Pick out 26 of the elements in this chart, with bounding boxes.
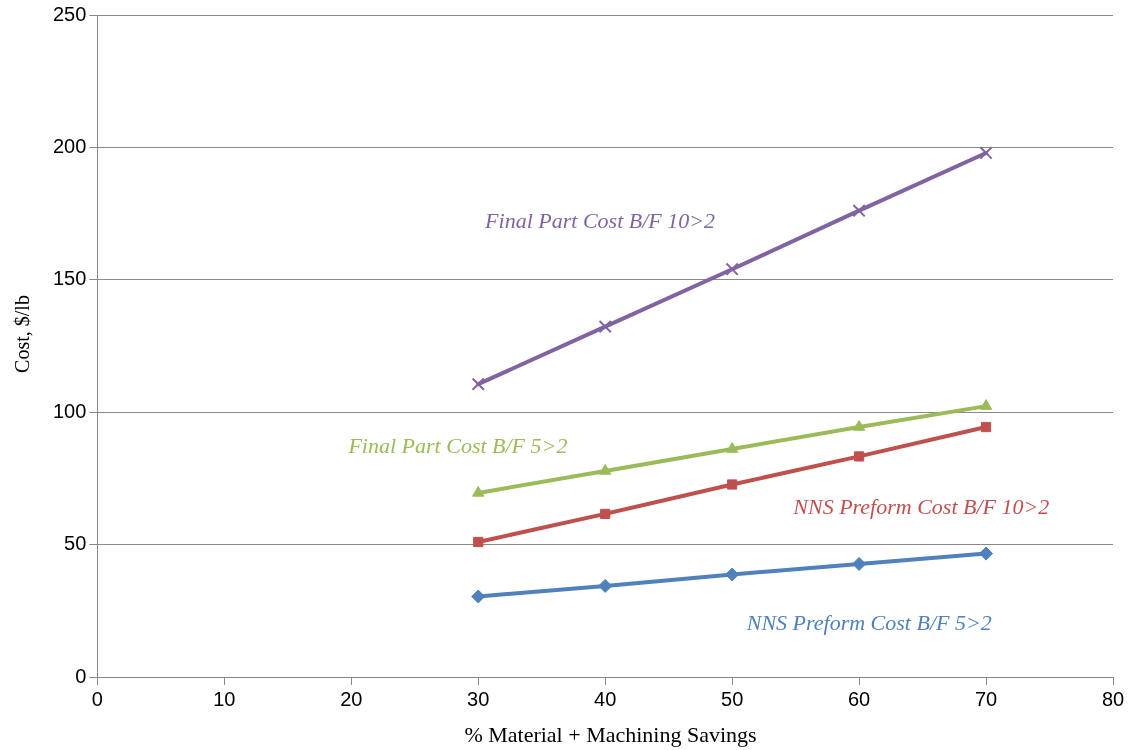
x-tick-label: 50 (721, 687, 744, 710)
x-tick-label: 30 (467, 687, 490, 710)
point (852, 204, 866, 218)
point (725, 262, 739, 276)
y-tick-label: 100 (52, 399, 87, 422)
y-tick-label: 200 (52, 134, 87, 157)
x-tick-label: 80 (1101, 687, 1125, 710)
point (598, 320, 612, 334)
x-tick-label: 20 (340, 687, 363, 710)
series-label: Final Part Cost B/F 10>2 (484, 207, 716, 233)
y-tick-label: 50 (64, 532, 87, 555)
series-label: Final Part Cost B/F 5>2 (347, 432, 568, 458)
series-label: NNS Preform Cost B/F 5>2 (745, 609, 992, 635)
point (471, 377, 485, 391)
x-tick-label: 10 (213, 687, 236, 710)
y-axis-title: Cost, $/lb (10, 295, 34, 373)
x-tick-label: 0 (91, 687, 103, 710)
x-tick-label: 60 (847, 687, 871, 710)
y-tick-label: 0 (75, 664, 87, 687)
y-tick-label: 150 (52, 267, 87, 290)
x-tick-label: 70 (974, 687, 998, 710)
y-tick-label: 250 (52, 2, 87, 25)
x-axis-title: % Material + Machining Savings (463, 722, 758, 748)
x-tick-label: 40 (594, 687, 617, 710)
point (979, 146, 993, 160)
series-label: NNS Preform Cost B/F 10>2 (792, 494, 1050, 520)
